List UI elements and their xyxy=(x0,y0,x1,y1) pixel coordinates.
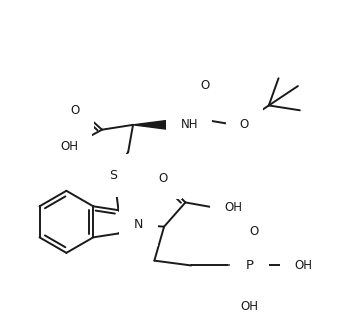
Text: OH: OH xyxy=(224,201,242,214)
Text: P: P xyxy=(245,259,253,272)
Text: O: O xyxy=(240,118,249,131)
Text: S: S xyxy=(109,169,117,182)
Text: OH: OH xyxy=(240,300,258,313)
Text: O: O xyxy=(158,172,168,185)
Text: O: O xyxy=(200,79,210,92)
Text: O: O xyxy=(70,104,79,117)
Text: OH: OH xyxy=(60,140,78,153)
Polygon shape xyxy=(133,121,167,129)
Text: NH: NH xyxy=(180,118,198,131)
Text: N: N xyxy=(134,218,143,231)
Text: OH: OH xyxy=(294,259,312,272)
Text: O: O xyxy=(250,225,259,238)
